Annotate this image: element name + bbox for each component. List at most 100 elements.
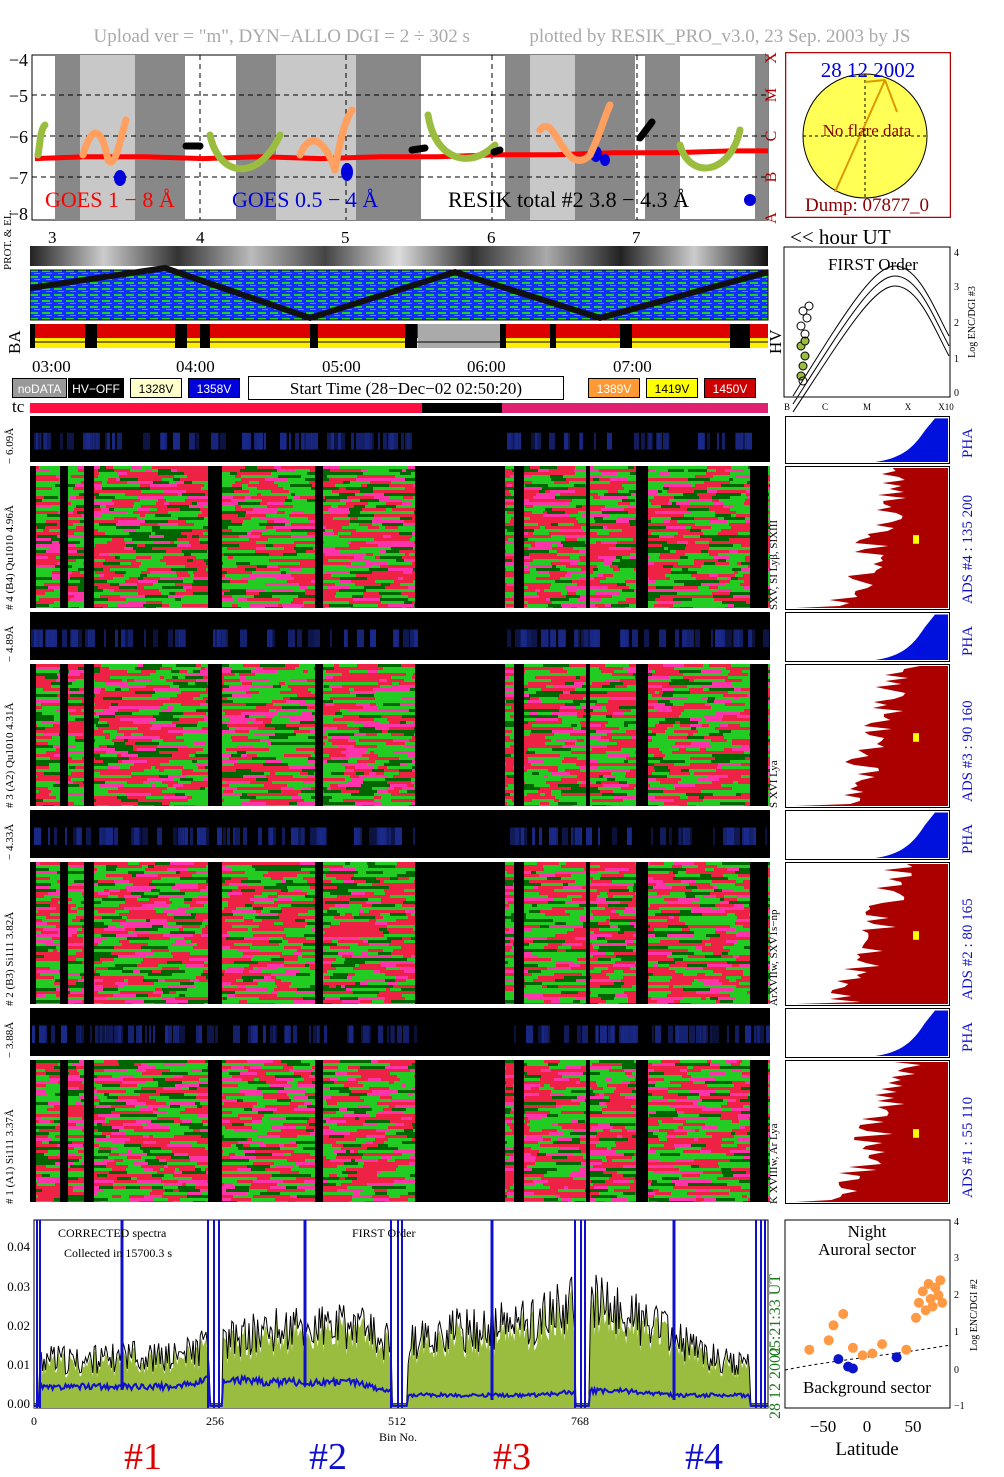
ads-histogram-1 (785, 1060, 950, 1204)
spec-xtick-512: 512 (388, 1414, 406, 1428)
plotted-by-text: plotted by RESIK_PRO_v3.0, 23 Sep. 2003 … (529, 26, 911, 47)
orbit-point (925, 1294, 936, 1304)
class-c: C (763, 131, 780, 142)
v1389-legend: 1389V (588, 378, 640, 398)
spectrum-panel: CORRECTED spectra Collected in 15700.3 s… (7, 1219, 784, 1477)
fo-xtick-x: X (905, 402, 912, 412)
orbit-panel: Night Auroral sector Background sector −… (784, 1217, 980, 1460)
spectrogram-channel-4 (30, 466, 770, 610)
status-strips (30, 246, 769, 348)
fo-ytick-3: 3 (954, 282, 959, 293)
orbit-point (857, 1350, 868, 1361)
orbit-ytick-2: 2 (954, 1290, 959, 1301)
fo-ytick-2: 2 (954, 318, 959, 329)
orbit-point (913, 1297, 924, 1308)
channel-main-label-2: # 2 (B3) Si111 3.82Å (4, 911, 16, 1006)
legend-resik-total: RESIK total #2 3.8 − 4.3 Å (448, 187, 689, 212)
fo-xtick-b: B (784, 402, 790, 412)
goes-y-ticks: −4 −5 −6 −7 −8 (9, 50, 28, 224)
side-time: 05:21:33 UT (767, 1274, 784, 1356)
fo-ytick-4: 4 (954, 248, 959, 259)
pha-histogram-2 (785, 810, 950, 860)
legend-goes-05-4: GOES 0.5 − 4 Å (232, 187, 378, 212)
pha-histogram-3 (785, 612, 950, 662)
orbit-point (838, 1309, 849, 1319)
fo-xtick-x10: X10 (938, 402, 954, 412)
lat-tick-m50: −50 (810, 1417, 837, 1436)
upload-version-text: Upload ver = "m", DYN−ALLO DGI = 2 ÷ 302… (93, 26, 470, 47)
hour-tick-5: 5 (341, 228, 350, 247)
pha-strip-2 (30, 810, 770, 860)
hv-off-legend: HV−OFF (68, 378, 124, 398)
night-label: Night (848, 1222, 887, 1241)
side-date: 28 12 2002 (767, 1347, 784, 1419)
page-header: Upload ver = "m", DYN−ALLO DGI = 2 ÷ 302… (0, 26, 1004, 48)
spec-xtick-0: 0 (31, 1414, 37, 1428)
goes-panel: −4 −5 −6 −7 −8 X M C B A GOES 1 − 8 Å GO… (9, 50, 780, 224)
spec-ytick-4: 0.04 (7, 1239, 30, 1254)
pha-wavelength-label-1: − 3.88Å (4, 1021, 16, 1058)
ads-label-2: ADS #2 : 80 165 (960, 898, 976, 1000)
orbit-point (828, 1320, 839, 1331)
pha-side-label-3: PHA (960, 625, 976, 656)
time-tick-0700: 07:00 (613, 357, 652, 376)
tc-bar (30, 403, 768, 413)
auroral-sector-label: Auroral sector (818, 1240, 916, 1259)
v1419-legend: 1419V (646, 378, 698, 398)
no-flare-text: No flare data (823, 121, 912, 140)
spectrogram-channel-3 (30, 664, 770, 808)
ads-histogram-3 (785, 664, 950, 808)
spectrum-fill (34, 1288, 768, 1408)
orbit-point (867, 1348, 878, 1359)
orbit-point (877, 1339, 888, 1350)
hour-tick-3: 3 (48, 228, 57, 247)
hour-tick-7: 7 (632, 228, 641, 247)
resik-curve-segments (34, 101, 744, 174)
collected-text: Collected in 15700.3 s (64, 1246, 172, 1260)
tc-label: tc (12, 397, 25, 416)
ads-histogram-4 (785, 466, 950, 610)
time-tick-0500: 05:00 (322, 357, 361, 376)
spec-xtick-768: 768 (571, 1414, 589, 1428)
time-tick-0300: 03:00 (32, 357, 71, 376)
orbit-point (891, 1352, 902, 1363)
emission-line-label-3: S XVI Lya (768, 760, 780, 808)
pha-wavelength-label-3: − 4.89Å (4, 625, 16, 662)
time-tick-0600: 06:00 (467, 357, 506, 376)
spec-ytick-1: 0.01 (7, 1357, 30, 1372)
background-sector-label: Background sector (803, 1378, 931, 1397)
first-order-title: FIRST Order (828, 255, 918, 274)
channel-label-3: #3 (493, 1436, 531, 1477)
orbit-point (847, 1363, 858, 1374)
pha-wavelength-label-4: − 6.09Å (4, 427, 16, 464)
spec-ytick-0: 0.00 (7, 1396, 30, 1411)
goes-1-8-curve (34, 148, 768, 162)
fo-ytick-0: 0 (954, 388, 959, 399)
channel-main-label-4: # 4 (B4) Qu1010 4.96Å (4, 505, 16, 610)
start-time-box: Start Time (28−Dec−02 02:50:20) (248, 376, 564, 400)
channel-label-1: #1 (124, 1436, 162, 1477)
nodata-legend: noDATA (12, 378, 67, 398)
channel-label-4: #4 (685, 1436, 723, 1477)
goes-ytick-0: −4 (9, 50, 28, 70)
orbit-point (933, 1290, 944, 1301)
time-tick-0400: 04:00 (176, 357, 215, 376)
channel-label-2: #2 (309, 1436, 347, 1477)
emission-line-label-1: K XVIIIw, Ar Lya (768, 1123, 780, 1204)
fo-ylabel: Log ENC/DGI #3 (967, 286, 978, 358)
spec-ytick-3: 0.03 (7, 1279, 30, 1294)
sun-date: 28 12 2002 (821, 58, 916, 82)
channel-main-label-3: # 3 (A2) Qu1010 4.31Å (4, 702, 16, 808)
ads-label-4: ADS #4 : 135 200 (960, 494, 976, 604)
corrected-spectra-text: CORRECTED spectra (58, 1226, 167, 1240)
pha-side-label-1: PHA (960, 1021, 976, 1052)
orbit-point (823, 1335, 834, 1346)
emission-line-label-4: SXV, SI Lyβ, SIXIII (768, 519, 780, 610)
pha-side-label-4: PHA (960, 427, 976, 458)
prot-el-label: PROT. & EL. (2, 209, 14, 270)
orbit-point (927, 1301, 938, 1312)
latitude-label: Latitude (835, 1439, 898, 1460)
orbit-point (935, 1275, 946, 1286)
orbit-point (930, 1282, 941, 1293)
pha-strip-1 (30, 1008, 770, 1058)
